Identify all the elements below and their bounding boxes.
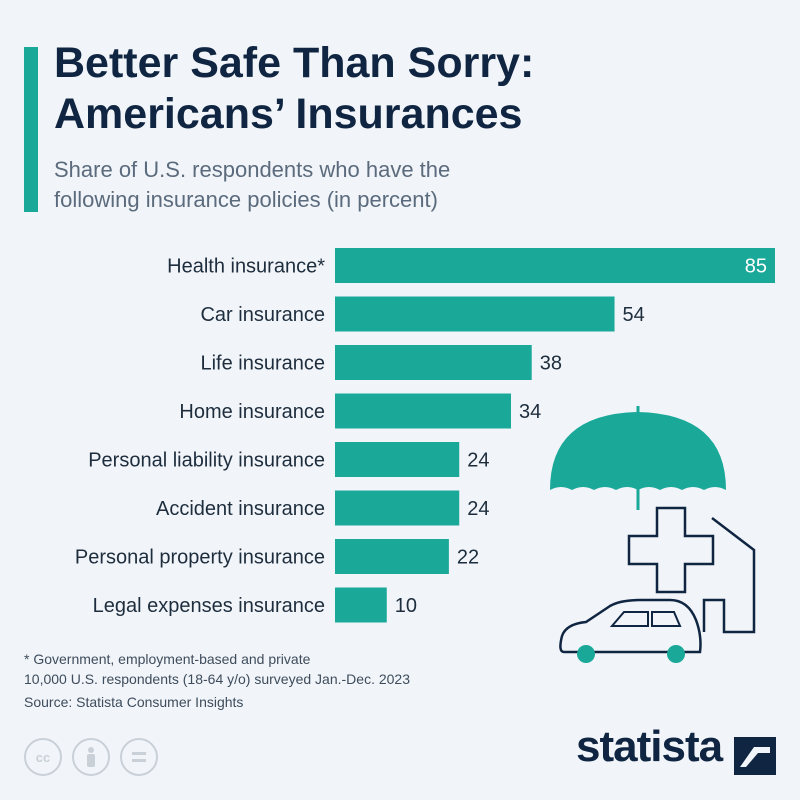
bar: [335, 587, 387, 623]
house-icon: [702, 517, 756, 634]
category-label: Personal property insurance: [75, 547, 325, 569]
category-label: Accident insurance: [156, 498, 325, 520]
brand-name[interactable]: statista: [576, 722, 723, 771]
bar: [335, 442, 460, 477]
category-label: Home insurance: [179, 401, 325, 423]
medical-cross-icon: [627, 506, 715, 594]
bar: [335, 490, 460, 526]
insurance-illustration: [550, 406, 756, 663]
subtitle-line-1: Share of U.S. respondents who have the: [54, 157, 451, 182]
umbrella-icon: [550, 406, 726, 510]
svg-text:cc: cc: [36, 750, 50, 765]
value-label: 54: [623, 304, 645, 326]
subtitle: Share of U.S. respondents who have the f…: [54, 155, 614, 215]
bar-chart: Health insurance* 85 Car insurance 54 Life i…: [75, 248, 775, 623]
bar: [335, 248, 775, 283]
noderivs-icon[interactable]: [120, 738, 158, 776]
value-label: 34: [519, 401, 541, 423]
bar: [335, 539, 449, 574]
value-label: 22: [457, 547, 479, 569]
category-label: Personal liability insurance: [88, 450, 325, 472]
value-label: 10: [395, 595, 417, 617]
category-label: Life insurance: [200, 353, 325, 375]
bar: [335, 345, 532, 380]
title-line-1: Better Safe Than Sorry:: [54, 39, 535, 87]
title-line-2: Americans’ Insurances: [54, 90, 523, 138]
footnote-line-1: * Government, employment-based and priva…: [24, 651, 311, 667]
value-label: 24: [467, 498, 489, 520]
value-label: 85: [745, 256, 767, 278]
value-label: 38: [540, 353, 562, 375]
car-icon: [559, 598, 702, 663]
bar: [335, 296, 615, 332]
page-title: Better Safe Than Sorry: Americans’ Insur…: [54, 38, 754, 140]
statista-logo-icon[interactable]: [734, 737, 776, 775]
bar: [335, 393, 511, 429]
source-note: Source: Statista Consumer Insights: [24, 694, 244, 710]
title-accent-bar: [24, 47, 38, 212]
category-label: Legal expenses insurance: [93, 595, 325, 617]
cc-icon[interactable]: cc: [24, 738, 62, 776]
footnote-line-2: 10,000 U.S. respondents (18-64 y/o) surv…: [24, 671, 410, 687]
category-label: Car insurance: [200, 304, 325, 326]
subtitle-line-2: following insurance policies (in percent…: [54, 187, 438, 212]
footnote: * Government, employment-based and priva…: [24, 649, 410, 689]
attribution-icon[interactable]: [72, 738, 110, 776]
value-label: 24: [467, 450, 489, 472]
category-label: Health insurance*: [167, 256, 325, 278]
